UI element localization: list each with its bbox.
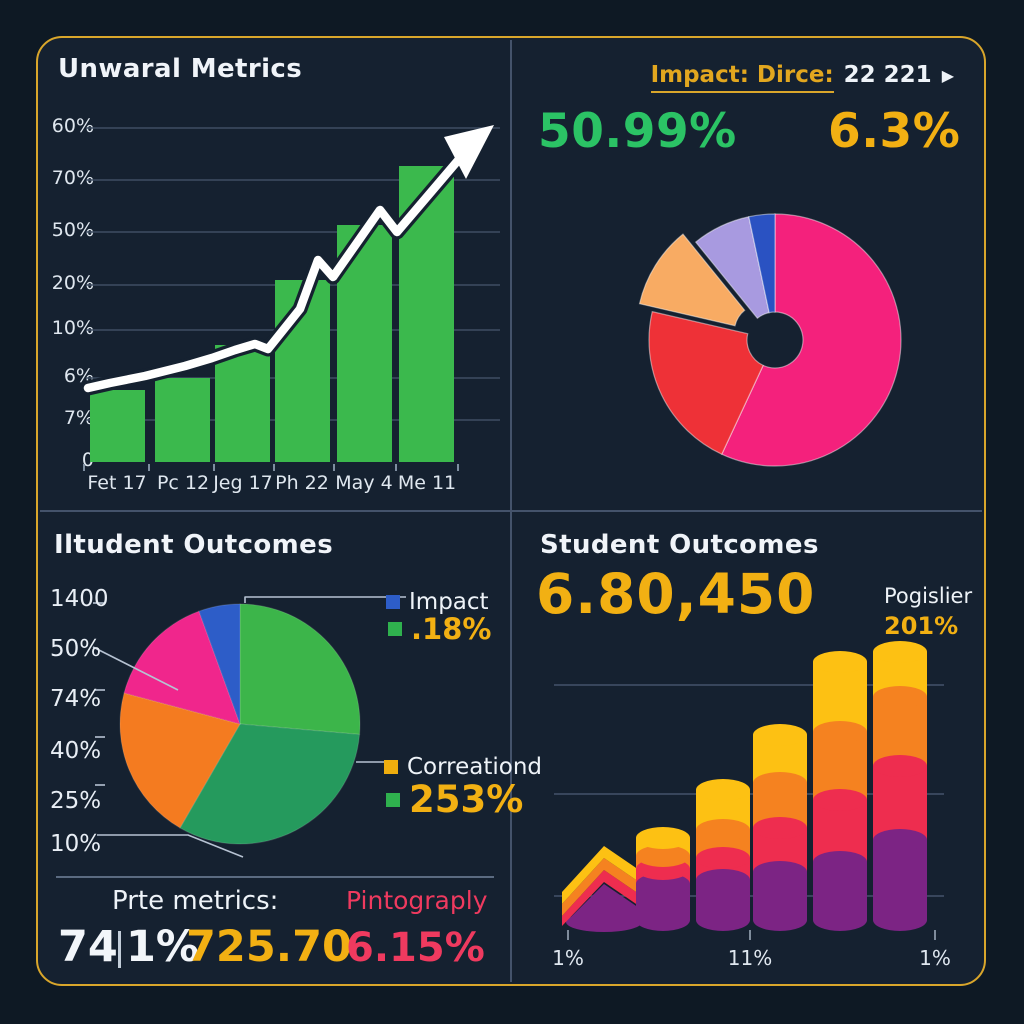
y-tick-label: 70%: [51, 167, 94, 189]
metric-main: 74: [58, 922, 118, 972]
panel-iltudent-outcomes: Iltudent Outcomes 1400 50% 74% 40% 25% 1…: [38, 512, 542, 986]
legend-swatch: [386, 792, 400, 807]
stat-green: 50.99%: [538, 104, 737, 159]
panel-title: Student Outcomes: [540, 530, 819, 560]
arrow-right-icon: ▶: [941, 66, 954, 85]
x-tick-label: 11%: [727, 946, 773, 970]
legend-item-impact[interactable]: Impact: [386, 589, 489, 615]
side-stat-label: Pogislier: [884, 584, 973, 608]
callout-label: 40%: [50, 738, 102, 764]
y-tick-label: 20%: [51, 272, 94, 294]
x-tick-label: 1%: [552, 946, 584, 970]
footer-metrics: 74 1% 725.70 6.15%: [38, 922, 512, 982]
legend-item-18pct[interactable]: .18%: [388, 612, 491, 646]
impact-dirce-link[interactable]: Impact: Dirce: 22 221 ▶: [650, 62, 954, 93]
legend-item-253pct[interactable]: 253%: [386, 778, 523, 821]
panel-title: Iltudent Outcomes: [54, 530, 334, 560]
x-tick-label: Pc 12: [156, 472, 210, 494]
big-number: 6.80,450: [536, 562, 816, 626]
header-label: Impact: Dirce:: [650, 62, 834, 93]
legend-item-correationd[interactable]: Correationd: [384, 754, 542, 780]
y-tick-label: 10%: [51, 317, 94, 339]
legend-label: .18%: [411, 612, 492, 646]
footer-divider: [56, 876, 494, 878]
footer-caption-right: Pintograply: [346, 886, 488, 915]
outcomes-pie-chart: [92, 596, 406, 858]
panel-unwaral-metrics: Unwaral Metrics 60% 70% 50% 20% 10% 6% 7…: [38, 38, 512, 512]
callout-label: 50%: [50, 636, 102, 662]
x-tick-label: May 4: [335, 472, 393, 494]
panel-title: Unwaral Metrics: [58, 54, 303, 84]
outcomes-stacked-bar-chart: [554, 641, 944, 940]
legend-label: Impact: [409, 589, 489, 615]
impact-donut-chart: [638, 213, 902, 467]
metric-yellow: 725.70: [186, 922, 352, 972]
side-stat-value: 201%: [884, 612, 959, 640]
growth-bar-line-chart: [80, 125, 500, 471]
x-tick-label: Fet 17: [87, 472, 147, 494]
stat-yellow: 6.3%: [828, 104, 961, 159]
callout-label: 10%: [50, 831, 102, 857]
x-tick-label: 1%: [919, 946, 951, 970]
metric-separator: [118, 931, 121, 968]
header-value: 22 221: [843, 62, 932, 88]
y-tick-label: 50%: [51, 219, 94, 241]
callout-label: 25%: [50, 788, 102, 814]
x-tick-label: Me 11: [397, 472, 457, 494]
horizontal-divider: [40, 510, 982, 512]
callout-label: 74%: [50, 686, 102, 712]
footer-caption-left: Prte metrics:: [112, 886, 279, 916]
y-tick-label: 7%: [63, 407, 94, 429]
legend-label: 253%: [409, 778, 524, 821]
panel-student-outcomes: Student Outcomes 6.80,450 Pogislier 201%…: [512, 512, 986, 986]
metric-sub: 1%: [126, 922, 200, 972]
x-tick-label: Ph 22: [275, 472, 329, 494]
metric-crimson: 6.15%: [346, 925, 485, 971]
panel-impact-donut: Impact: Dirce: 22 221 ▶ 50.99% 6.3%: [512, 38, 986, 512]
y-tick-label: 60%: [51, 115, 94, 137]
legend-swatch: [384, 760, 398, 774]
legend-swatch: [388, 622, 402, 636]
x-tick-label: Jeg 17: [213, 472, 273, 494]
legend-label: Correationd: [407, 754, 543, 780]
legend-swatch: [386, 595, 400, 609]
callout-label: 1400: [50, 586, 109, 612]
